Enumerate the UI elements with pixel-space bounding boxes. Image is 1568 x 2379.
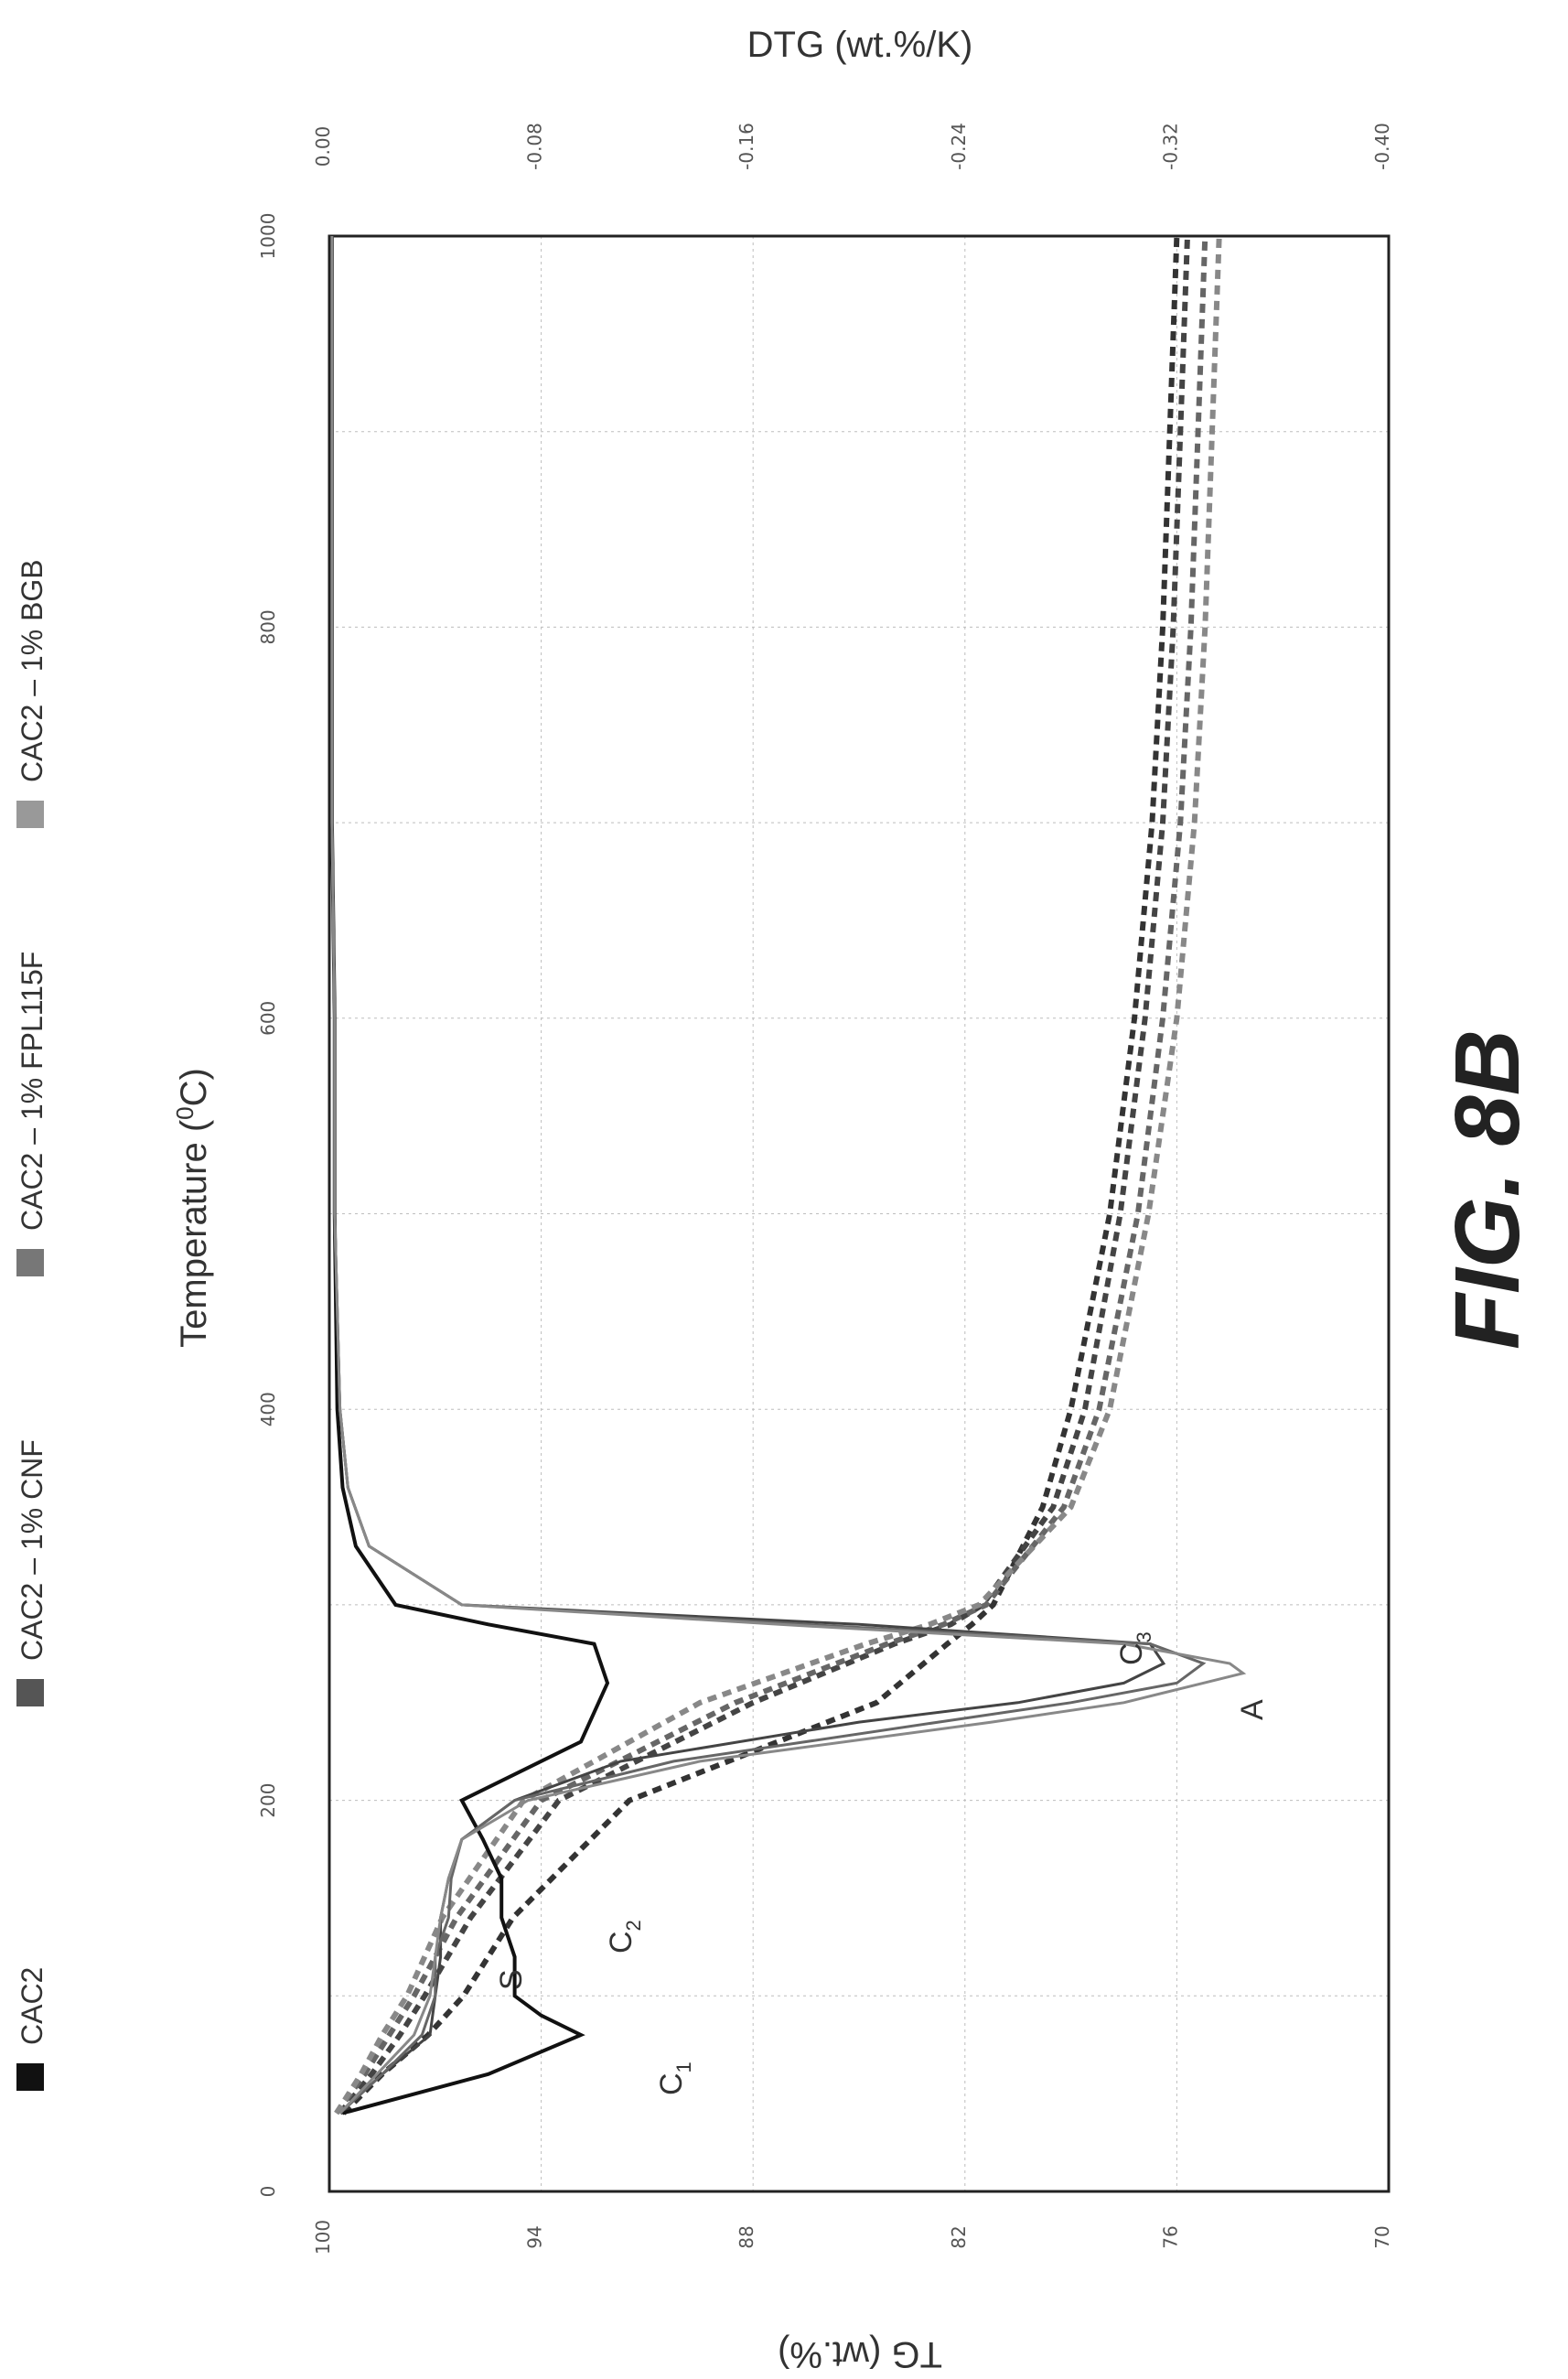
temperature-tick-label: 1000	[257, 213, 279, 260]
legend-swatch	[16, 1249, 44, 1276]
dtg-tick-label: 0.00	[312, 126, 334, 167]
legend-swatch	[16, 1679, 44, 1706]
legend-label: CAC2 – 1% FPL115F	[16, 952, 48, 1231]
temperature-axis-title-superscript: 0	[171, 1106, 199, 1119]
annotation-c3: C3	[1114, 1631, 1155, 1665]
dtg-tick-label: -0.08	[524, 123, 546, 170]
temperature-tick-label: 600	[257, 1001, 279, 1036]
dtg-line-cac2	[329, 236, 610, 2115]
legend-label: CAC2 – 1% BGB	[16, 559, 48, 782]
dtg-line-cac2-1-fpl115f	[330, 236, 1207, 2115]
tg-line-cac2-1-fpl115f	[334, 235, 1208, 2115]
legend: CAC2 CAC2 – 1% CNF CAC2 – 1% FPL115F CAC2 –…	[16, 559, 48, 2091]
temperature-tick-label: 200	[257, 1783, 279, 1818]
dtg-axis-title: DTG (wt.%/K)	[747, 25, 973, 65]
temperature-axis-title: Temperature (0C)	[171, 1068, 214, 1348]
tg-tick-label: 82	[948, 2225, 970, 2248]
temperature-tick-label: 800	[257, 609, 279, 644]
annotation-c1: C1	[654, 2061, 695, 2095]
annotation-subscript: 2	[622, 1920, 645, 1931]
tg-tick-label: 100	[312, 2220, 334, 2255]
plot-area	[329, 235, 1247, 2115]
dtg-tick-label: -0.32	[1159, 123, 1181, 170]
dtg-tick-label: -0.24	[948, 123, 970, 170]
annotation-subscript: 3	[1133, 1631, 1155, 1642]
tg-axis-title: TG (wt.%)	[778, 2334, 942, 2374]
plot-frame	[328, 234, 1391, 2193]
annotation-a: A	[1235, 1699, 1270, 1720]
dtg-line-cac2-1-cnf	[330, 236, 1166, 2115]
axes: 0 200 400 600 800 1000 100 94 88 82 76 70 0.00 -0.08 -…	[171, 25, 1393, 2374]
annotation-c2: C2	[604, 1920, 645, 1954]
tg-line-cac2-1-bgb	[334, 235, 1222, 2115]
dtg-tick-label: -0.16	[736, 123, 757, 170]
annotation-subscript: 1	[672, 2061, 695, 2072]
tg-tick-label: 94	[524, 2225, 546, 2248]
temperature-tick-label: 0	[257, 2186, 279, 2198]
figure-label: FIG. 8B	[1436, 1029, 1539, 1350]
legend-swatch	[16, 801, 44, 828]
annotation-s: S	[494, 1969, 529, 1990]
tg-line-cac2	[341, 235, 1180, 2115]
legend-label: CAC2 – 1% CNF	[16, 1439, 48, 1661]
temperature-axis-title-main: Temperature (	[174, 1119, 214, 1348]
temperature-axis-title-end: C)	[174, 1068, 214, 1106]
dtg-tick-label: -0.40	[1371, 123, 1393, 170]
tg-tick-label: 70	[1371, 2225, 1393, 2248]
tg-tick-label: 76	[1159, 2225, 1181, 2248]
legend-label: CAC2	[16, 1967, 48, 2045]
tg-tick-label: 88	[736, 2225, 757, 2248]
annotations: C1 S C2 A C3	[494, 1631, 1270, 2095]
tg-line-cac2-1-cnf	[338, 235, 1190, 2115]
dtg-line-cac2-1-bgb	[330, 236, 1247, 2115]
legend-swatch	[16, 2063, 44, 2091]
temperature-tick-label: 400	[257, 1392, 279, 1426]
